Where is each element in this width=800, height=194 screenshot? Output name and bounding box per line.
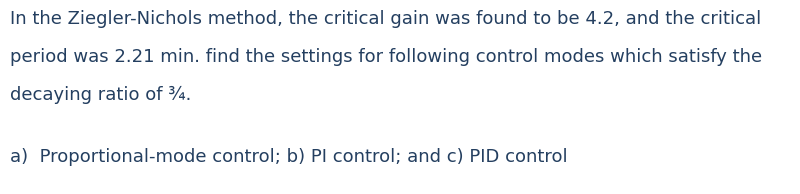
Text: a)  Proportional-mode control; b) PI control; and c) PID control: a) Proportional-mode control; b) PI cont… — [10, 148, 568, 166]
Text: decaying ratio of ¾.: decaying ratio of ¾. — [10, 86, 191, 104]
Text: In the Ziegler-Nichols method, the critical gain was found to be 4.2, and the cr: In the Ziegler-Nichols method, the criti… — [10, 10, 762, 28]
Text: period was 2.21 min. find the settings for following control modes which satisfy: period was 2.21 min. find the settings f… — [10, 48, 762, 66]
